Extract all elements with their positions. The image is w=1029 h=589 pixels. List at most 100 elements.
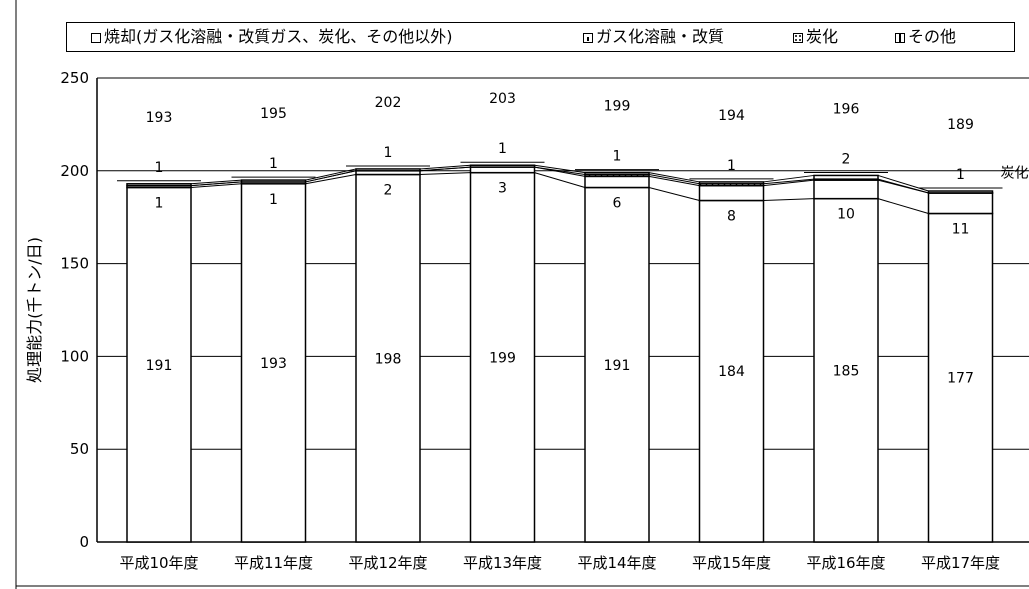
total-label: 202 [375, 95, 402, 111]
data-label-incineration: 184 [718, 364, 745, 380]
bar-segment [126, 183, 192, 187]
series-connector [305, 168, 357, 181]
bar-segment [355, 173, 421, 543]
data-label-other: 1 [384, 145, 393, 161]
series-connector [877, 198, 929, 214]
series-connector [534, 164, 586, 174]
total-label: 203 [489, 91, 516, 107]
legend-swatch-gasification [583, 33, 593, 43]
series-connector [190, 181, 242, 187]
data-label-other: 1 [155, 160, 164, 176]
series-connector [648, 175, 700, 187]
data-label-gasification: 6 [613, 196, 622, 212]
series-connector [534, 166, 586, 176]
bar-segment [813, 197, 879, 543]
data-label-gasification: 1 [155, 196, 164, 212]
bar-segment [469, 166, 536, 174]
series-connector [763, 174, 815, 183]
series-connector [763, 198, 815, 201]
data-label-gasification: 11 [952, 221, 970, 237]
data-label-other: 1 [727, 158, 736, 174]
legend-label-gasification: ガス化溶融・改質 [596, 27, 725, 46]
series-connector [877, 174, 929, 192]
data-label-incineration: 185 [833, 363, 860, 379]
y-tick-label: 0 [79, 533, 89, 551]
series-connector [534, 172, 586, 188]
series-connector [648, 172, 700, 183]
bar-segment [469, 171, 536, 543]
legend-item-other: その他 [895, 27, 956, 47]
bar-segment [240, 179, 307, 183]
bar-segment [813, 179, 879, 200]
data-label-incineration: 199 [489, 350, 516, 366]
chart-legend: 焼却(ガス化溶融・改質ガス、炭化、その他以外) ガス化溶融・改質 炭化 その他 [66, 22, 1015, 52]
series-connector [419, 172, 471, 176]
data-label-gasification: 8 [727, 208, 736, 224]
legend-item-gasification: ガス化溶融・改質 [583, 27, 724, 47]
x-tick-label: 平成17年度 [921, 554, 1000, 572]
data-label-other: 1 [498, 141, 507, 157]
legend-swatch-incineration [91, 33, 101, 43]
data-label-gasification: 1 [269, 192, 278, 208]
bar-segment [584, 186, 650, 543]
legend-label-incineration: 焼却(ガス化溶融・改質ガス、炭化、その他以外) [104, 27, 453, 46]
carbonization-annotation: 炭化0.1 [1001, 166, 1029, 182]
legend-label-other: その他 [908, 27, 957, 46]
data-label-other: 1 [956, 167, 965, 183]
data-label-other: 2 [842, 151, 851, 167]
y-tick-label: 50 [70, 440, 89, 458]
series-connector [305, 174, 357, 185]
bar-segment [584, 175, 650, 189]
legend-item-incineration: 焼却(ガス化溶融・改質ガス、炭化、その他以外) [91, 27, 453, 47]
data-label-other: 1 [613, 149, 622, 165]
total-label: 193 [146, 110, 173, 126]
y-axis-label: 処理能力(千トン/日) [25, 237, 44, 383]
bar-segment [927, 190, 994, 194]
x-tick-label: 平成14年度 [577, 554, 656, 572]
series-connector [419, 164, 471, 170]
series-connector [305, 170, 357, 183]
total-label: 189 [947, 117, 974, 133]
bar-segment [698, 199, 765, 543]
bar-segment [240, 183, 307, 543]
data-label-incineration: 198 [375, 351, 402, 367]
x-tick-label: 平成13年度 [463, 554, 542, 572]
data-label-gasification: 10 [837, 207, 855, 223]
data-label-other: 1 [269, 156, 278, 172]
legend-item-carbonization: 炭化 [793, 27, 838, 47]
data-label-incineration: 191 [146, 358, 173, 374]
bar-segment [126, 186, 192, 543]
y-tick-label: 200 [60, 162, 89, 180]
data-label-incineration: 193 [260, 356, 287, 372]
series-connector [763, 179, 815, 187]
total-label: 196 [833, 101, 860, 117]
series-connector [648, 187, 700, 201]
total-label: 195 [260, 106, 287, 122]
data-label-incineration: 177 [947, 371, 974, 387]
y-tick-label: 250 [60, 69, 89, 87]
series-connector [190, 179, 242, 185]
bar-segment [813, 174, 879, 180]
total-label: 199 [604, 99, 631, 115]
series-connector [877, 178, 929, 194]
x-tick-label: 平成16年度 [806, 554, 885, 572]
legend-label-carbonization: 炭化 [806, 27, 839, 46]
legend-swatch-other [895, 33, 905, 43]
series-connector [763, 178, 815, 185]
bar-segment [927, 212, 994, 543]
y-tick-label: 100 [60, 347, 89, 365]
series-connector [648, 174, 700, 185]
bar-segment [927, 192, 994, 215]
y-tick-label: 150 [60, 255, 89, 273]
bar-segment [698, 184, 765, 202]
total-label: 194 [718, 108, 745, 124]
x-tick-label: 平成11年度 [234, 554, 313, 572]
series-connector [419, 166, 471, 172]
x-tick-label: 平成12年度 [348, 554, 427, 572]
x-tick-label: 平成10年度 [119, 554, 198, 572]
bar-segment [469, 164, 536, 168]
bar-segment [355, 168, 421, 172]
data-label-incineration: 191 [604, 358, 631, 374]
